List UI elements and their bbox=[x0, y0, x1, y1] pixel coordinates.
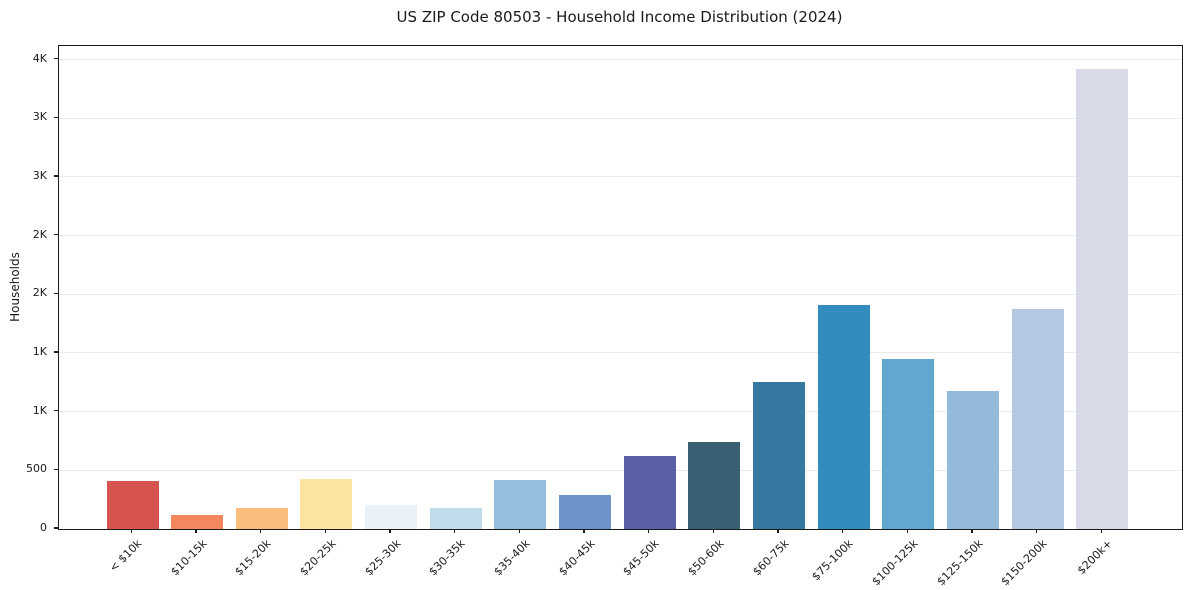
x-axis-tick bbox=[1100, 529, 1102, 534]
x-axis-tick bbox=[648, 529, 650, 534]
y-axis-tick bbox=[54, 527, 58, 529]
y-tick-label: 3K bbox=[32, 110, 47, 124]
plot-area bbox=[58, 45, 1183, 530]
bar-100125k bbox=[882, 358, 935, 529]
gridline bbox=[59, 352, 1182, 354]
y-tick-label: 500 bbox=[26, 462, 47, 476]
x-tick-label: $40-45k bbox=[555, 537, 598, 579]
x-axis-tick bbox=[260, 529, 262, 534]
bar-10k bbox=[106, 480, 159, 529]
y-axis-tick bbox=[54, 233, 58, 236]
x-tick-label: < $10k bbox=[107, 537, 145, 575]
y-tick-label: 3K bbox=[32, 168, 47, 182]
bar-4045k bbox=[559, 495, 612, 529]
y-axis-tick bbox=[54, 468, 58, 471]
x-tick-label: $75-100k bbox=[809, 537, 856, 584]
x-axis-tick bbox=[583, 529, 585, 534]
gridline bbox=[59, 59, 1182, 61]
x-axis-tick bbox=[324, 529, 327, 534]
y-axis-tick bbox=[54, 351, 58, 353]
x-axis-tick bbox=[195, 529, 197, 534]
y-tick-label: 1K bbox=[32, 403, 47, 417]
x-axis-tick bbox=[777, 529, 779, 534]
bar-125150k bbox=[946, 391, 999, 529]
y-tick-label: 4K bbox=[32, 51, 47, 65]
x-axis-tick bbox=[841, 529, 844, 534]
x-tick-label: $200k+ bbox=[1074, 537, 1115, 578]
bar-200k bbox=[1076, 69, 1129, 529]
gridline bbox=[59, 469, 1182, 471]
x-tick-label: $20-25k bbox=[297, 537, 339, 579]
x-axis-tick bbox=[1035, 529, 1038, 534]
x-axis-tick bbox=[130, 529, 133, 534]
gridline bbox=[59, 411, 1182, 413]
bar-150200k bbox=[1011, 309, 1064, 529]
bar-1015k bbox=[171, 514, 224, 529]
bar-75100k bbox=[817, 304, 870, 529]
y-tick-label: 1K bbox=[32, 344, 47, 358]
y-axis-tick bbox=[54, 116, 58, 118]
y-tick-label: 2K bbox=[32, 227, 47, 241]
x-axis-tick bbox=[712, 529, 715, 534]
x-axis-tick bbox=[389, 529, 391, 534]
x-tick-label: $35-40k bbox=[491, 537, 533, 579]
gridline bbox=[59, 117, 1182, 119]
y-axis-tick bbox=[54, 292, 58, 294]
x-tick-label: $60-75k bbox=[749, 537, 792, 579]
bar-1520k bbox=[235, 507, 288, 529]
gridline bbox=[59, 293, 1182, 295]
x-tick-label: $50-60k bbox=[685, 537, 727, 579]
bar-6075k bbox=[753, 381, 805, 529]
x-axis-tick bbox=[906, 529, 908, 534]
x-tick-label: $25-30k bbox=[362, 537, 404, 579]
y-axis-tick bbox=[54, 57, 58, 60]
bar-3035k bbox=[429, 507, 482, 529]
x-tick-label: $150-200k bbox=[998, 537, 1050, 589]
y-tick-label: 0 bbox=[40, 521, 47, 534]
y-tick-label: 2K bbox=[32, 286, 47, 300]
bar-4550k bbox=[623, 456, 676, 529]
y-axis-tick bbox=[54, 175, 58, 177]
chart-title: US ZIP Code 80503 - Household Income Dis… bbox=[396, 8, 843, 26]
x-tick-label: $15-20k bbox=[232, 537, 274, 579]
x-tick-label: $100-125k bbox=[869, 537, 921, 589]
bar-2025k bbox=[300, 478, 353, 529]
x-tick-label: $10-15k bbox=[168, 537, 210, 579]
bar-5060k bbox=[688, 441, 741, 529]
gridline bbox=[59, 235, 1182, 237]
x-tick-label: $125-150k bbox=[933, 537, 986, 589]
x-axis-tick bbox=[971, 529, 973, 534]
x-axis-tick bbox=[454, 529, 456, 534]
gridline bbox=[59, 176, 1182, 178]
bar-2530k bbox=[365, 504, 418, 529]
x-axis-tick bbox=[518, 529, 521, 534]
y-axis-tick bbox=[54, 409, 58, 412]
x-tick-label: $30-35k bbox=[426, 537, 468, 579]
x-tick-label: $45-50k bbox=[620, 537, 662, 579]
bar-3540k bbox=[494, 479, 547, 529]
